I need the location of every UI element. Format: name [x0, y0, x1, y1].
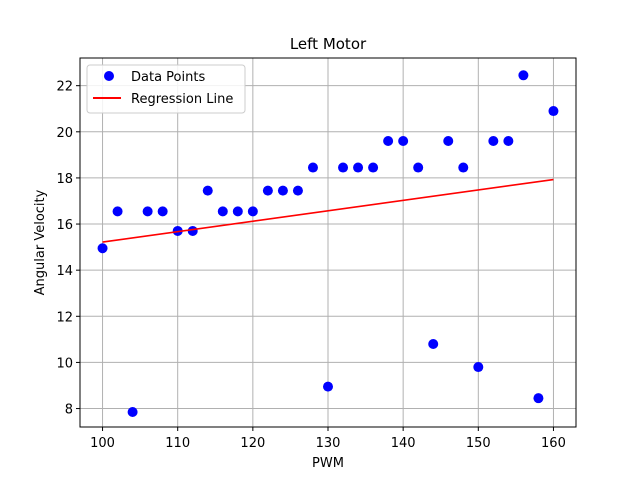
- legend-label-regression-line: Regression Line: [131, 92, 233, 107]
- x-tick-label: 100: [90, 436, 115, 451]
- x-axis-label: PWM: [312, 456, 344, 471]
- x-tick-label: 160: [541, 436, 566, 451]
- data-point: [217, 206, 228, 217]
- grid: [80, 58, 576, 427]
- data-point: [503, 136, 514, 147]
- data-point: [127, 407, 138, 418]
- legend: Data Points Regression Line: [86, 64, 246, 114]
- y-tick-label: 12: [56, 310, 73, 325]
- x-tick-label: 150: [466, 436, 491, 451]
- data-point: [488, 136, 499, 147]
- y-tick-label: 18: [56, 172, 73, 187]
- data-point: [428, 338, 439, 349]
- data-point: [247, 206, 258, 217]
- y-tick-label: 16: [56, 218, 73, 233]
- legend-marker-data-points: [104, 71, 114, 81]
- x-tick-label: 110: [165, 436, 190, 451]
- data-point: [413, 162, 424, 173]
- data-point: [262, 185, 273, 196]
- data-point: [383, 136, 394, 147]
- legend-label-data-points: Data Points: [131, 70, 205, 85]
- data-point: [368, 162, 379, 173]
- data-point: [292, 185, 303, 196]
- data-point: [232, 206, 243, 217]
- plot-marks: [97, 70, 559, 418]
- data-point: [353, 162, 364, 173]
- chart-title: Left Motor: [290, 35, 367, 53]
- legend-box: [86, 64, 246, 114]
- data-point: [112, 206, 123, 217]
- axis-ticks: 100 110 120 130 140 150 160 8 10 12 14 16 18 20 22: [56, 80, 565, 451]
- y-axis-label: Angular Velocity: [33, 189, 48, 295]
- data-point: [187, 225, 198, 236]
- y-tick-label: 20: [56, 126, 73, 141]
- data-point: [518, 70, 529, 81]
- data-point: [533, 393, 544, 404]
- data-point: [307, 162, 318, 173]
- y-tick-label: 8: [65, 403, 73, 418]
- data-point: [142, 206, 153, 217]
- data-point: [323, 381, 333, 392]
- data-point: [548, 106, 559, 117]
- data-point: [157, 206, 168, 217]
- data-point: [277, 185, 288, 196]
- data-point: [338, 162, 349, 173]
- x-tick-label: 140: [391, 436, 416, 451]
- x-tick-label: 130: [316, 436, 341, 451]
- data-point: [443, 136, 454, 147]
- data-point: [202, 185, 213, 196]
- data-point: [473, 362, 484, 373]
- regression-line: [102, 178, 554, 243]
- y-tick-label: 14: [56, 264, 73, 279]
- y-tick-label: 22: [56, 80, 73, 95]
- data-point: [458, 162, 469, 173]
- data-point: [97, 243, 108, 254]
- y-tick-label: 10: [56, 356, 73, 371]
- x-tick-label: 120: [240, 436, 265, 451]
- data-point: [398, 136, 409, 147]
